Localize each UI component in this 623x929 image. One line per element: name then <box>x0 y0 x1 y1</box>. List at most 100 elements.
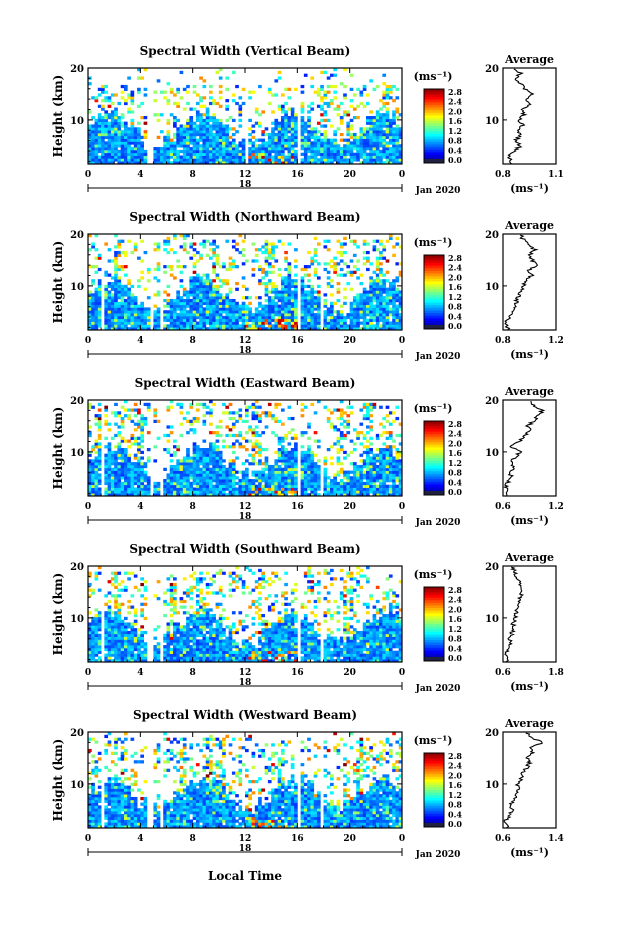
heatmap-cell <box>114 298 118 303</box>
heatmap-cell <box>137 313 141 317</box>
heatmap-cell <box>271 313 275 317</box>
heatmap-cell <box>261 132 266 137</box>
heatmap-cell <box>231 467 236 471</box>
heatmap-cell <box>280 439 285 443</box>
heatmap-cell <box>280 124 285 128</box>
heatmap-cell <box>130 419 135 423</box>
heatmap-cell <box>133 324 138 328</box>
heatmap-cell <box>359 138 364 142</box>
heatmap-cell <box>264 155 269 159</box>
heatmap-cell <box>215 462 220 466</box>
heatmap-cell <box>107 476 112 480</box>
heatmap-cell <box>251 453 256 457</box>
heatmap-cell <box>277 473 282 477</box>
heatmap-cell <box>91 265 95 269</box>
heatmap-cell <box>133 310 138 314</box>
heatmap-cell <box>130 101 135 106</box>
heatmap-cell <box>133 422 138 426</box>
heatmap-cell <box>382 121 387 125</box>
heatmap-cell <box>280 116 285 120</box>
heatmap-cell <box>140 450 144 455</box>
heatmap-cell <box>225 411 230 415</box>
heatmap-cell <box>284 462 288 466</box>
heatmap-cell <box>189 116 194 120</box>
heatmap-cell <box>290 124 295 128</box>
heatmap-cell <box>349 439 354 443</box>
heatmap-cell <box>352 116 357 120</box>
heatmap-cell <box>120 96 125 100</box>
heatmap-cell <box>120 144 125 148</box>
heatmap-cell <box>169 304 174 308</box>
heatmap-cell <box>277 161 282 165</box>
heatmap-cell <box>307 118 311 123</box>
heatmap-cell <box>261 141 266 145</box>
heatmap-cell <box>212 476 216 480</box>
heatmap-cell <box>173 450 177 455</box>
heatmap-cell <box>218 84 223 89</box>
heatmap-cell <box>294 473 298 477</box>
heatmap-cell <box>215 121 220 125</box>
heatmap-cell <box>300 307 305 311</box>
heatmap-cell <box>313 476 318 480</box>
panel-0: Spectral Width (Vertical Beam)1020Height… <box>51 44 564 196</box>
heatmap-cell <box>310 307 315 311</box>
heatmap-cell <box>379 149 383 154</box>
heatmap-cell <box>169 265 174 269</box>
heatmap-cell <box>395 467 400 471</box>
heatmap-cell <box>379 99 383 103</box>
heatmap-cell <box>379 307 383 311</box>
heatmap-cell <box>375 493 380 497</box>
heatmap-cell <box>303 315 308 320</box>
heatmap-cell <box>336 487 341 491</box>
heatmap-cell <box>110 135 115 139</box>
heatmap-cell <box>94 422 99 426</box>
heatmap-cell <box>179 304 184 308</box>
heatmap-cell <box>202 293 207 297</box>
heatmap-cell <box>372 124 377 128</box>
heatmap-cell <box>343 149 347 154</box>
heatmap-cell <box>202 321 207 325</box>
heatmap-cell <box>254 439 259 443</box>
heatmap-cell <box>307 116 311 120</box>
heatmap-cell <box>375 113 380 117</box>
heatmap-cell <box>235 433 239 438</box>
heatmap-cell <box>107 147 112 151</box>
heatmap-cell <box>294 445 298 449</box>
heatmap-cell <box>110 321 115 325</box>
heatmap-cell <box>218 324 223 328</box>
heatmap-cell <box>362 324 367 328</box>
heatmap-cell <box>274 479 279 483</box>
heatmap-cell <box>189 132 194 137</box>
heatmap-cell <box>228 158 233 162</box>
heatmap-cell <box>369 402 373 407</box>
heatmap-cell <box>369 130 373 134</box>
heatmap-cell <box>88 144 92 148</box>
heatmap-cell <box>97 473 102 477</box>
heatmap-cell <box>300 144 305 148</box>
heatmap-cell <box>274 147 279 151</box>
heatmap-cell <box>110 259 115 263</box>
heatmap-cell <box>346 425 351 429</box>
heatmap-cell <box>362 290 367 294</box>
heatmap-cell <box>205 127 210 131</box>
heatmap-cell <box>130 490 135 494</box>
heatmap-cell <box>310 296 315 300</box>
heatmap-cell <box>218 135 223 139</box>
heatmap-cell <box>123 462 128 466</box>
heatmap-cell <box>153 408 158 412</box>
heatmap-cell <box>91 132 95 137</box>
heatmap-cell <box>143 287 148 291</box>
heatmap-cell <box>94 270 99 274</box>
heatmap-cell <box>274 118 279 123</box>
heatmap-cell <box>271 284 275 289</box>
heatmap-cell <box>254 442 259 446</box>
heatmap-cell <box>248 147 252 151</box>
heatmap-cell <box>222 487 226 491</box>
heatmap-cell <box>215 124 220 128</box>
heatmap-cell <box>303 304 308 308</box>
heatmap-cell <box>274 79 279 83</box>
heatmap-cell <box>320 99 324 103</box>
heatmap-cell <box>182 493 187 497</box>
heatmap-cell <box>251 445 256 449</box>
